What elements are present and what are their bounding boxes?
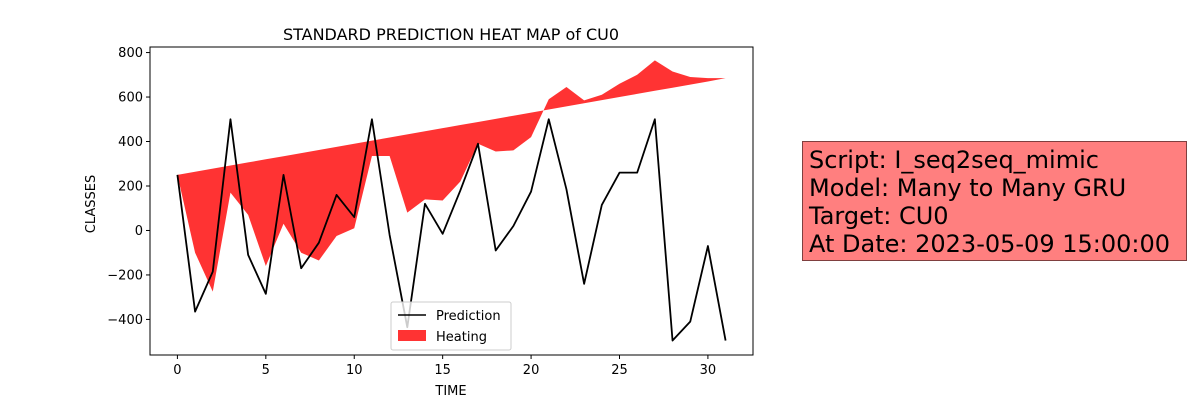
y-tick-label: 400 (118, 135, 143, 150)
x-tick-label: 5 (262, 363, 270, 378)
plot-frame (149, 46, 754, 356)
info-target: Target: CU0 (809, 202, 949, 230)
info-date: At Date: 2023-05-09 15:00:00 (809, 230, 1171, 258)
info-script: Script: I_seq2seq_mimic (809, 146, 1099, 174)
y-tick-label: −200 (107, 268, 143, 283)
y-tick-label: 0 (135, 224, 143, 239)
y-tick-label: 200 (118, 179, 143, 194)
info-model: Model: Many to Many GRU (809, 174, 1127, 202)
x-tick-label: 15 (434, 363, 451, 378)
legend-heating-label: Heating (436, 330, 487, 345)
y-axis-label: CLASSES (84, 175, 99, 233)
plot-area (149, 46, 754, 356)
y-tick-label: 800 (118, 46, 143, 61)
x-tick-label: 30 (700, 363, 717, 378)
x-tick-label: 20 (523, 363, 540, 378)
x-axis: 0 5 10 15 20 25 30 (173, 355, 716, 378)
legend: Prediction Heating (390, 301, 512, 351)
legend-prediction-label: Prediction (436, 309, 501, 324)
y-tick-label: −400 (107, 313, 143, 328)
y-axis: −400 −200 0 200 400 600 800 (107, 46, 150, 328)
legend-heating-swatch (398, 330, 426, 341)
x-tick-label: 10 (346, 363, 363, 378)
info-box: Script: I_seq2seq_mimic Model: Many to M… (802, 141, 1187, 261)
prediction-line (176, 118, 727, 342)
y-tick-label: 600 (118, 91, 143, 106)
x-axis-label: TIME (434, 384, 466, 399)
heating-area (177, 60, 726, 292)
x-tick-label: 0 (173, 363, 181, 378)
chart-title: STANDARD PREDICTION HEAT MAP of CU0 (283, 25, 619, 44)
x-tick-label: 25 (611, 363, 628, 378)
